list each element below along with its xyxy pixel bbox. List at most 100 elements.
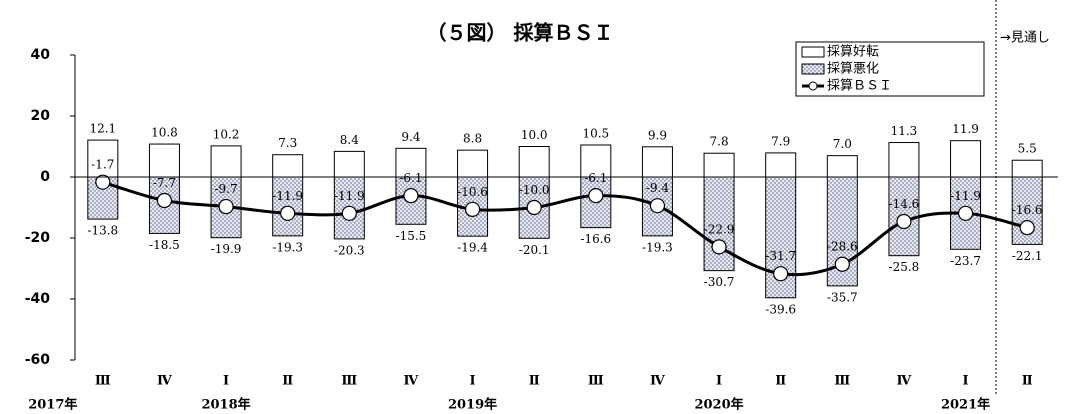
point [1019,220,1035,236]
value-label: -10.6 [457,185,488,199]
bar [641,146,673,178]
bar [765,152,797,178]
point [588,188,604,204]
x-tick-label: Ⅰ [470,374,476,389]
bar [950,140,982,178]
x-tick-label: Ⅳ [650,374,665,389]
line [102,180,1028,277]
value-label: -6.1 [399,171,422,185]
y-tick-label: -60 [25,352,51,368]
value-label: 10.5 [582,126,609,140]
y-tick-label: -20 [25,230,51,246]
value-label: -22.9 [704,222,735,236]
value-label: -13.8 [87,224,118,238]
value-label: 10.0 [521,128,548,142]
bar [580,144,612,178]
x-tick-label: Ⅲ [95,374,111,389]
point [649,198,666,214]
point [280,205,296,221]
value-label: 11.9 [952,122,979,136]
bar [888,142,920,178]
year-label: 2021年 [941,397,990,413]
legend-swatch [801,46,825,58]
value-label: 9.4 [401,130,420,144]
x-tick-label: Ⅱ [1022,374,1033,389]
value-label: 7.0 [833,137,852,151]
x-tick-label: Ⅰ [716,374,722,389]
value-label: -20.3 [334,243,365,257]
bar [333,176,365,240]
point [218,198,234,215]
year-label: 2020年 [694,397,743,413]
value-label: -18.5 [149,238,180,252]
y-tick-label: 0 [40,169,50,185]
legend-box [795,41,985,97]
value-label: -30.7 [704,275,735,289]
value-label: -11.9 [950,189,981,203]
x-tick-label: Ⅱ [282,374,293,389]
value-label: 7.9 [771,134,790,148]
value-label: 11.3 [891,124,918,138]
value-label: 8.8 [463,132,482,146]
x-tick-label: Ⅳ [897,374,912,389]
bar [395,147,427,178]
point [95,174,111,190]
y-tick-label: 20 [31,108,51,124]
value-label: 7.8 [710,135,729,149]
value-label: -6.1 [584,171,607,185]
value-label: 10.8 [151,126,178,140]
legend-label: 採算悪化 [827,62,879,77]
legend-swatch [808,81,818,91]
chart-title: （５図） 採算ＢＳＩ [427,21,614,45]
point [957,205,974,221]
legend-label: 採算好転 [827,45,879,60]
bar [518,146,550,178]
value-label: -7.7 [153,176,176,190]
bar [826,155,858,178]
y-tick-label: 40 [31,47,51,63]
value-label: -15.5 [396,229,427,243]
value-label: -28.6 [827,240,858,254]
value-label: 7.3 [278,136,297,150]
value-label: -10.0 [519,183,550,197]
x-tick-label: Ⅲ [341,374,357,389]
bar [148,143,180,178]
point [834,256,850,272]
bar [272,154,304,178]
value-label: -16.6 [1012,203,1043,217]
y-tick-label: -40 [25,291,51,307]
value-label: -14.6 [889,197,920,211]
value-label: -19.3 [642,240,673,254]
x-tick-label: Ⅲ [588,374,604,389]
value-label: -16.6 [580,232,611,246]
x-tick-label: Ⅰ [223,374,229,389]
annotation: →見通し [1000,31,1050,46]
value-label: -19.4 [457,241,488,255]
point [341,205,357,221]
value-label: 9.9 [648,128,667,142]
value-label: -25.8 [889,260,920,274]
value-label: -9.4 [646,181,670,195]
value-label: 12.1 [89,122,116,136]
value-label: 8.4 [340,133,359,147]
value-label: 10.2 [213,127,240,141]
point [526,199,542,216]
x-tick-label: Ⅰ [963,374,969,389]
x-tick-label: Ⅳ [404,374,419,389]
value-label: -11.9 [334,189,365,203]
bar [333,150,365,178]
value-label: -19.3 [272,240,303,254]
year-label: 2018年 [201,397,250,413]
value-label: 5.5 [1018,142,1037,156]
point [156,192,173,209]
year-label: 2019年 [448,397,497,413]
x-tick-label: Ⅲ [834,374,850,389]
point [403,188,419,204]
value-label: -31.7 [765,249,796,263]
x-tick-label: Ⅱ [529,374,540,389]
value-label: -23.7 [950,254,981,268]
bar [210,145,242,178]
value-label: -19.9 [211,242,242,256]
point [773,266,789,282]
